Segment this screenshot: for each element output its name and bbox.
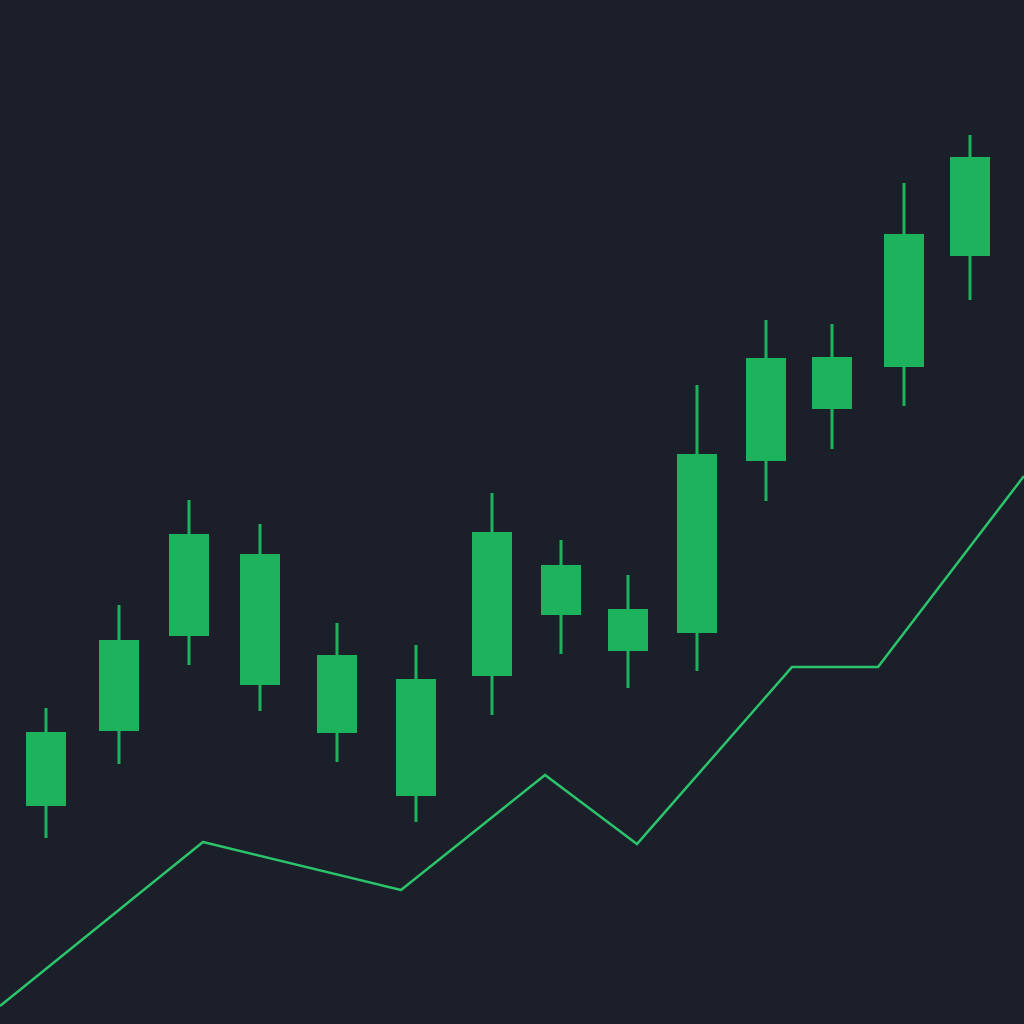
- candle-body-4: [240, 554, 280, 685]
- candle-body-14: [950, 157, 990, 256]
- candles-group: [26, 135, 990, 838]
- candle-body-11: [746, 358, 786, 461]
- candle-body-3: [169, 534, 209, 636]
- candle-body-13: [884, 234, 924, 367]
- candle-body-8: [541, 565, 581, 615]
- candle-body-9: [608, 609, 648, 651]
- candle-body-2: [99, 640, 139, 731]
- candle-body-1: [26, 732, 66, 806]
- candle-body-5: [317, 655, 357, 733]
- candle-body-6: [396, 679, 436, 796]
- candle-body-10: [677, 454, 717, 633]
- candle-body-7: [472, 532, 512, 676]
- trend-line: [0, 475, 1024, 1007]
- candle-body-12: [812, 357, 852, 409]
